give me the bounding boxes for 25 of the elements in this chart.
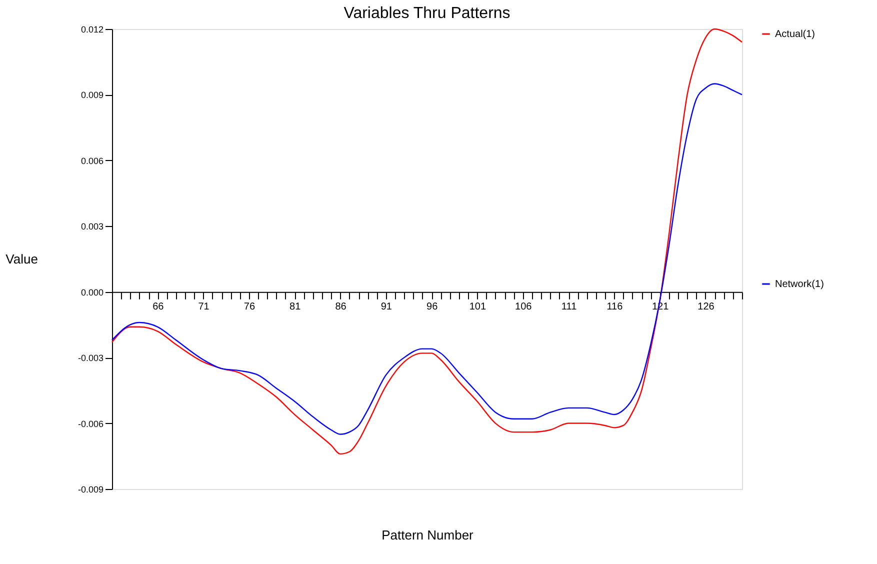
y-tick-label: 0.000 [80,287,104,298]
x-tick-label: 116 [606,301,624,312]
y-tick-label: 0.003 [80,222,104,232]
x-axis-title: Pattern Number [382,528,474,542]
x-tick-label: 91 [380,301,392,312]
chart-title: Variables Thru Patterns [344,5,510,22]
x-tick-label: 101 [469,301,486,312]
x-tick-label: 76 [244,301,256,312]
y-tick-label: 0.009 [80,90,104,100]
y-tick-label: 0.006 [80,156,104,166]
y-tick-label: -0.003 [78,353,104,364]
legend-label: Network(1) [775,279,824,290]
y-axis-title: Value [6,252,38,266]
legend-label: Actual(1) [775,29,816,40]
y-tick-label: 0.012 [80,24,104,34]
y-tick-label: -0.006 [78,418,104,429]
x-tick-label: 81 [290,301,302,312]
x-tick-label: 86 [335,301,347,312]
x-tick-label: 106 [515,301,532,312]
x-tick-label: 111 [561,301,578,312]
y-tick-label: -0.009 [78,484,104,494]
x-tick-label: 96 [426,301,438,312]
x-tick-label: 71 [198,301,210,312]
x-tick-label: 126 [698,301,715,312]
x-tick-label: 66 [152,301,164,312]
